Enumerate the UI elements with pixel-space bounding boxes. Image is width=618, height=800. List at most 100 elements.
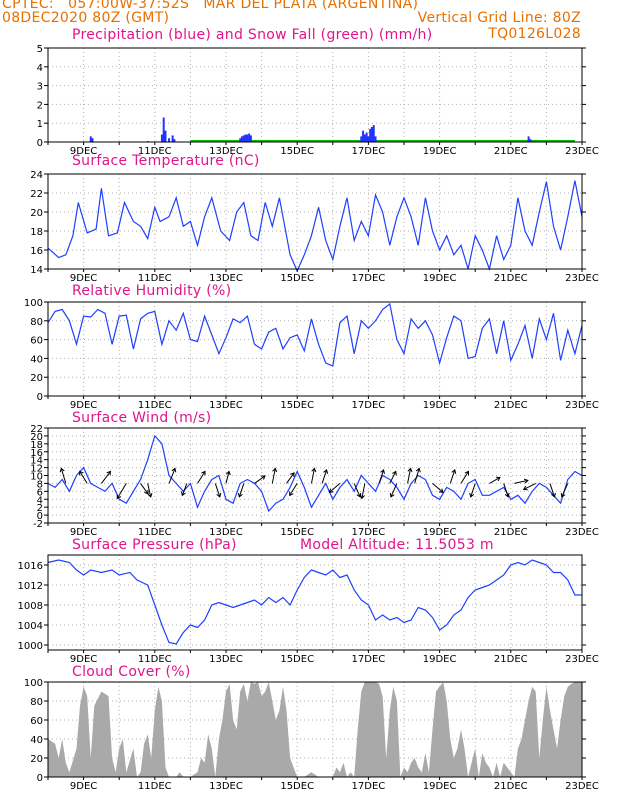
wind-vector (407, 467, 413, 484)
wind-vector-head (438, 488, 444, 494)
wind-vector-head (415, 467, 421, 473)
x-tick-label: 9DEC (70, 527, 97, 538)
precip-bar (248, 133, 251, 142)
y-tick-label: 14 (30, 456, 43, 467)
x-tick-label: 9DEC (70, 400, 97, 411)
x-tick-label: 21DEC (494, 781, 528, 792)
x-tick-label: 9DEC (70, 654, 97, 665)
wind-vector-shaft (378, 469, 385, 484)
wind-vector (310, 467, 317, 484)
x-tick-label: 19DEC (423, 273, 457, 284)
wind-vector (549, 483, 556, 498)
x-tick-label: 15DEC (280, 400, 314, 411)
wind-vector-head (225, 470, 231, 476)
wind-vector-head (289, 491, 294, 497)
y-tick-label: 0 (37, 138, 43, 149)
wind-vector-head (323, 469, 329, 474)
x-tick-label: 13DEC (209, 781, 243, 792)
precip-bar (241, 136, 244, 142)
wind-vector (503, 483, 510, 498)
precip-bar (160, 134, 163, 142)
wind-vector-head (451, 469, 457, 474)
temperature-frame (47, 173, 583, 270)
x-tick-label: 11DEC (138, 273, 172, 284)
wind-vector-shaft (353, 483, 361, 498)
wind-vector-head (495, 476, 501, 482)
precip-bar (89, 136, 92, 142)
cloud_cover-frame (47, 681, 583, 778)
x-tick-label: 17DEC (352, 781, 386, 792)
wind-vector (168, 467, 177, 484)
wind-vector-shaft (361, 483, 366, 499)
wind-vector (353, 483, 362, 498)
model-altitude-label: Model Altitude: 11.5053 m (300, 537, 494, 553)
y-tick-label: 1016 (18, 561, 43, 572)
y-tick-label: 80 (30, 697, 43, 708)
wind-vector-head (311, 467, 317, 473)
x-tick-label: 23DEC (565, 654, 599, 665)
wind-vector-shaft (181, 483, 188, 496)
precip-bar (372, 125, 375, 142)
y-tick-label: 20 (30, 754, 43, 765)
wind-vector-head (464, 470, 469, 476)
x-tick-label: 17DEC (352, 400, 386, 411)
x-tick-label: 13DEC (209, 400, 243, 411)
wind-vector-shaft (225, 471, 230, 484)
y-tick-label: 2 (37, 503, 43, 514)
precip-bar (365, 132, 368, 142)
wind-vector-head (171, 467, 177, 473)
y-tick-label: 8 (37, 479, 43, 490)
x-tick-label: 11DEC (138, 654, 172, 665)
wind-vector (460, 470, 469, 484)
wind-vector-head (216, 492, 222, 498)
precip-bar (249, 135, 252, 142)
wind-vector (522, 482, 536, 491)
wind-vector (271, 467, 278, 484)
y-tick-label: 22 (30, 424, 43, 435)
x-tick-label: 11DEC (138, 527, 172, 538)
wind-vector-head (522, 485, 528, 491)
x-tick-label: 13DEC (209, 527, 243, 538)
wind-panel-title: Surface Wind (m/s) (72, 410, 212, 426)
x-tick-label: 13DEC (209, 654, 243, 665)
x-tick-label: 23DEC (565, 146, 599, 157)
wind-vector-shaft (432, 483, 444, 493)
wind-vector-head (237, 492, 243, 498)
wind-vector-shaft (389, 471, 397, 484)
wind-vector-head (201, 470, 206, 476)
x-tick-label: 9DEC (70, 146, 97, 157)
wind-vector-shaft (140, 483, 149, 495)
wind-vector-shaft (489, 476, 501, 484)
x-tick-label: 23DEC (565, 400, 599, 411)
y-tick-label: 60 (30, 716, 43, 727)
wind-vector-shaft (470, 483, 476, 498)
wind-vector (389, 470, 397, 484)
precip-bar (367, 136, 370, 142)
wind-vector-shaft (116, 483, 127, 499)
precip-bar (171, 135, 174, 142)
wind-vector-shaft (168, 468, 176, 484)
y-tick-label: 0 (37, 511, 43, 522)
y-tick-label: 1004 (18, 621, 43, 632)
x-tick-label: 21DEC (494, 273, 528, 284)
humidity-panel-title: Relative Humidity (%) (72, 283, 232, 299)
precip-panel-title: Precipitation (blue) and Snow Fall (gree… (72, 27, 433, 43)
y-tick-label: 100 (24, 298, 43, 309)
wind-vector (469, 483, 476, 498)
wind-vector-shaft (329, 483, 341, 493)
wind-vector (560, 483, 569, 498)
x-tick-label: 11DEC (138, 781, 172, 792)
y-tick-label: 0 (37, 773, 43, 784)
wind-vector-head (181, 491, 186, 497)
y-tick-label: 1008 (18, 601, 43, 612)
wind-vector (181, 483, 188, 497)
wind-vector-head (504, 492, 510, 498)
wind-vector-shaft (238, 483, 245, 498)
wind-vector-shaft (79, 471, 88, 484)
y-tick-label: 60 (30, 336, 43, 347)
wind-vector (197, 470, 206, 484)
precip-bar (527, 136, 530, 142)
x-tick-label: 17DEC (352, 273, 386, 284)
